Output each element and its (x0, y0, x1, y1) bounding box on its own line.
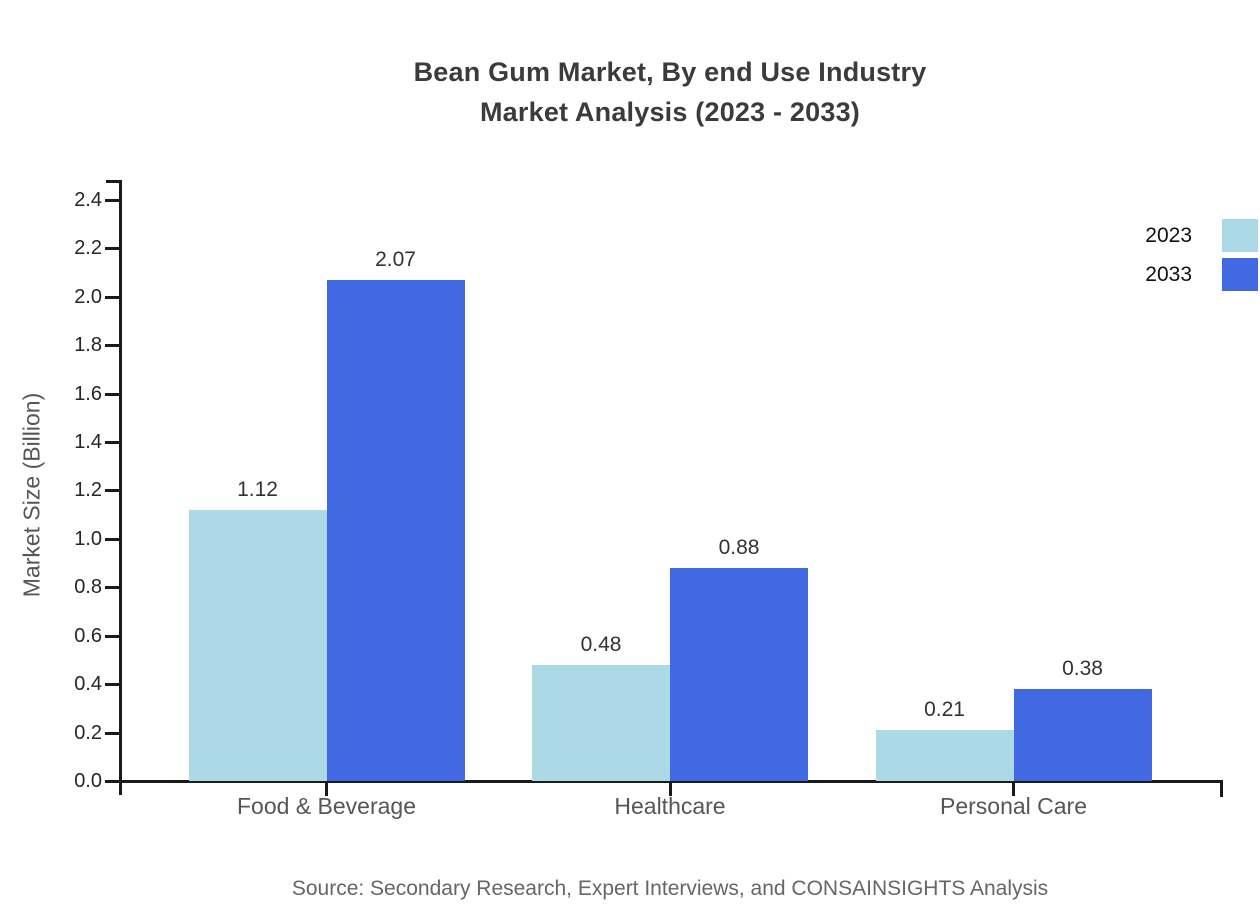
legend-swatch-2023 (1222, 219, 1258, 252)
y-tick-label-1.6: 1.6 (74, 383, 102, 405)
y-tick-label-2.4: 2.4 (74, 189, 102, 211)
bar-2023-food-beverage (188, 509, 327, 781)
legend-item-2023: 2023 (1145, 219, 1258, 252)
bar-2033-healthcare (670, 567, 808, 781)
y-tick (105, 780, 119, 783)
y-tick-label-0.6: 0.6 (74, 625, 102, 647)
y-tick (105, 393, 119, 396)
y-tick (105, 538, 119, 541)
legend: 2023 2033 (1145, 219, 1258, 291)
bar-2033-personal-care (1013, 689, 1152, 781)
x-tick-healthcare (668, 783, 672, 796)
y-tick-label-2.2: 2.2 (74, 237, 102, 259)
bar-value-label-2023-food-beverage: 1.12 (237, 477, 278, 501)
y-tick-label-1.0: 1.0 (74, 528, 102, 550)
y-tick (105, 732, 119, 735)
bar-value-label-2033-healthcare: 0.88 (718, 535, 760, 559)
y-tick (105, 344, 119, 347)
y-tick (105, 489, 119, 492)
chart-title: Bean Gum Market, By end Use Industry Mar… (80, 52, 1260, 132)
x-axis-right-cap (1220, 780, 1223, 797)
bar-value-label-2023-personal-care: 0.21 (924, 698, 965, 722)
y-tick-label-1.2: 1.2 (74, 479, 102, 501)
chart-title-line-2: Market Analysis (2023 - 2033) (479, 97, 860, 127)
y-axis-top-cap (106, 180, 122, 183)
category-label-healthcare: Healthcare (614, 793, 726, 819)
y-tick (105, 199, 119, 202)
x-tick-food-beverage (325, 783, 328, 796)
bar-2033-food-beverage (326, 279, 465, 781)
y-tick-label-0.4: 0.4 (74, 673, 102, 695)
bar-value-label-2023-healthcare: 0.48 (580, 632, 622, 656)
y-tick-label-1.4: 1.4 (74, 431, 102, 453)
x-tick-personal-care (1012, 783, 1015, 796)
y-tick-label-2.0: 2.0 (74, 286, 102, 308)
legend-item-2033: 2033 (1145, 258, 1258, 291)
y-tick (105, 586, 119, 589)
y-tick (105, 296, 119, 299)
bar-value-label-2033-food-beverage: 2.07 (375, 247, 416, 271)
source-note: Source: Secondary Research, Expert Inter… (291, 877, 1049, 900)
y-axis-line (119, 180, 122, 795)
legend-swatch-2033 (1222, 258, 1258, 291)
y-tick-label-0.8: 0.8 (74, 576, 102, 598)
x-axis-line (106, 780, 1223, 783)
y-tick (105, 683, 119, 686)
y-tick-label-0.2: 0.2 (74, 722, 102, 744)
category-label-personal-care: Personal Care (939, 793, 1088, 819)
y-tick (105, 441, 119, 444)
bar-2023-personal-care (875, 730, 1014, 781)
category-label-food-beverage: Food & Beverage (236, 793, 416, 819)
legend-label-2023: 2023 (1145, 223, 1192, 247)
legend-label-2033: 2033 (1145, 262, 1192, 286)
chart-title-line-1: Bean Gum Market, By end Use Industry (413, 57, 927, 87)
y-tick-label-1.8: 1.8 (74, 334, 102, 356)
y-tick-label-0.0: 0.0 (74, 770, 102, 792)
y-tick (105, 247, 119, 250)
bar-2023-healthcare (532, 664, 670, 781)
y-tick (105, 635, 119, 638)
bar-value-label-2033-personal-care: 0.38 (1062, 657, 1103, 680)
